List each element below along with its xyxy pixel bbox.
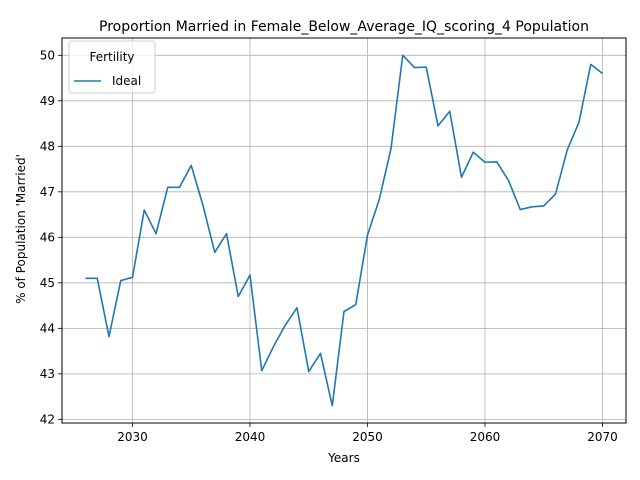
y-tick-label: 48	[40, 139, 55, 153]
x-axis: 2030 2040 2050 2060 2070	[117, 423, 618, 444]
legend-entry-ideal: Ideal	[112, 74, 141, 88]
legend-title: Fertility	[89, 50, 134, 64]
grid-lines	[62, 38, 626, 423]
series-line-ideal	[85, 54, 603, 407]
y-axis: 42 43 44 45 46 47 48 49 50	[40, 48, 62, 426]
y-tick-label: 47	[40, 185, 55, 199]
plot-frame	[61, 37, 627, 424]
y-tick-label: 45	[40, 276, 55, 290]
y-tick-label: 44	[40, 321, 55, 335]
legend-box	[68, 40, 156, 94]
x-tick-label: 2050	[352, 430, 383, 444]
x-tick-label: 2040	[235, 430, 266, 444]
y-tick-label: 46	[40, 230, 55, 244]
x-axis-label: Years	[327, 451, 360, 465]
legend: Fertility Ideal	[68, 40, 156, 94]
y-tick-label: 43	[40, 367, 55, 381]
x-tick-label: 2060	[470, 430, 501, 444]
x-tick-label: 2070	[587, 430, 618, 444]
y-tick-label: 50	[40, 48, 55, 62]
x-tick-label: 2030	[117, 430, 148, 444]
chart-title: Proportion Married in Female_Below_Avera…	[99, 19, 589, 35]
y-tick-label: 42	[40, 412, 55, 426]
series-layer	[85, 54, 603, 407]
y-tick-label: 49	[40, 94, 55, 108]
y-axis-label: % of Population 'Married'	[14, 154, 28, 304]
